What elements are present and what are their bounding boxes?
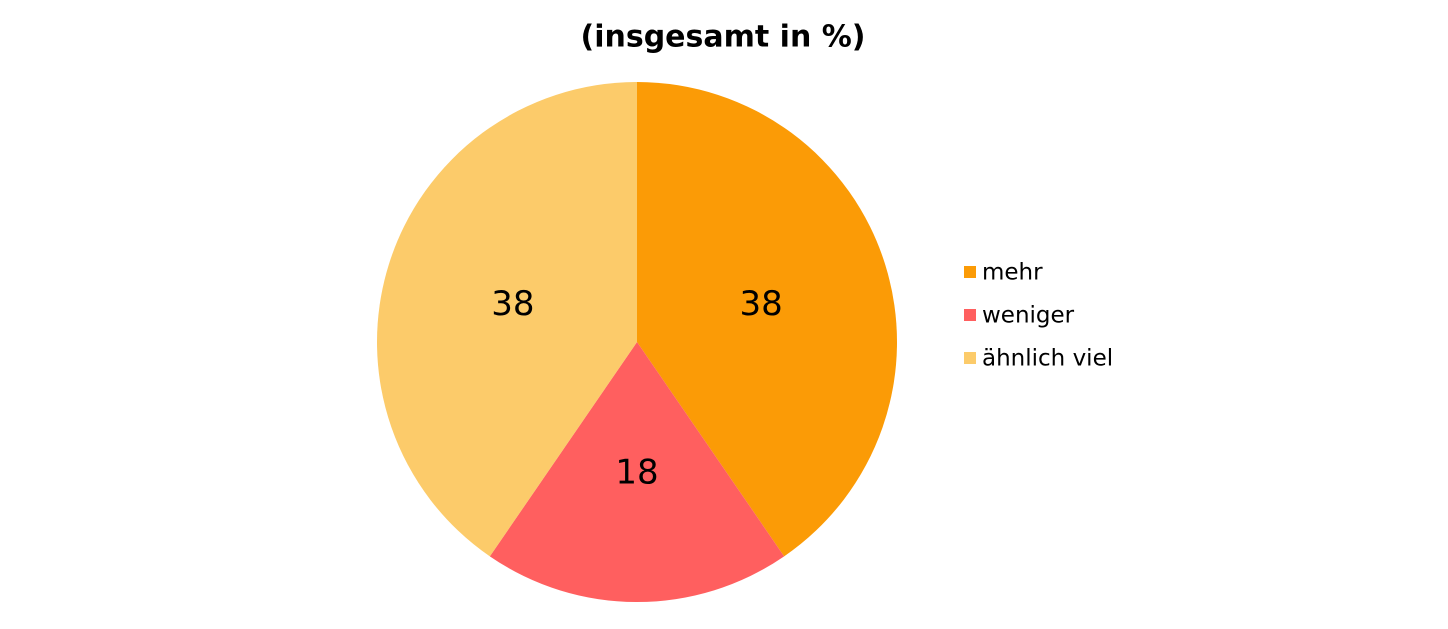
pie-slice: [377, 82, 637, 557]
data-label: 38: [740, 284, 783, 324]
legend-label: mehr: [982, 260, 1043, 286]
pie-slice: [637, 82, 897, 557]
legend-label: ähnlich viel: [982, 346, 1113, 372]
legend-swatch: [964, 266, 976, 278]
legend-swatch: [964, 352, 976, 364]
legend-label: weniger: [982, 303, 1075, 329]
legend-swatch: [964, 309, 976, 321]
chart-title: (insgesamt in %): [580, 20, 865, 55]
data-label: 38: [491, 284, 534, 324]
data-label: 18: [615, 453, 658, 493]
pie-slice: [489, 342, 785, 602]
